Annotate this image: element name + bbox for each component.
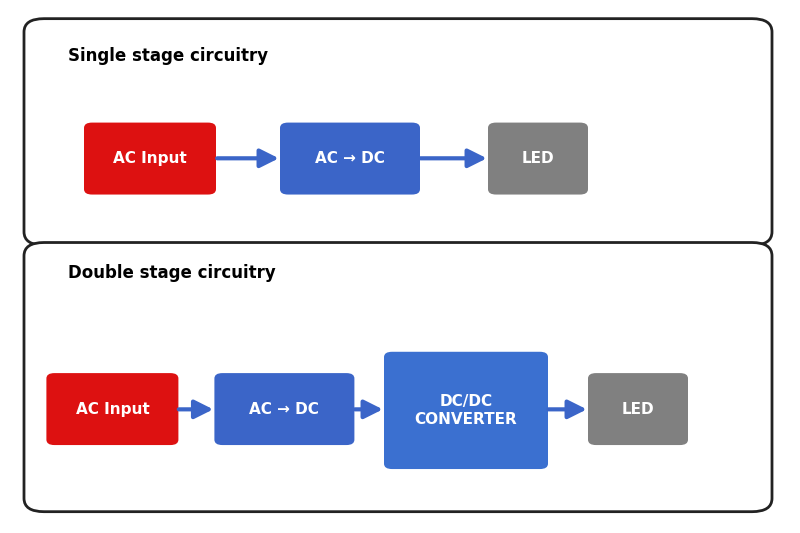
Text: AC → DC: AC → DC [315, 151, 385, 166]
FancyBboxPatch shape [384, 352, 548, 469]
Text: LED: LED [622, 401, 654, 417]
Text: Double stage circuitry: Double stage circuitry [68, 264, 276, 282]
FancyBboxPatch shape [588, 373, 688, 445]
FancyBboxPatch shape [24, 19, 772, 245]
Text: AC Input: AC Input [113, 151, 187, 166]
Text: Single stage circuitry: Single stage circuitry [68, 47, 268, 65]
FancyBboxPatch shape [214, 373, 354, 445]
Text: AC → DC: AC → DC [250, 401, 319, 417]
Text: LED: LED [522, 151, 554, 166]
FancyBboxPatch shape [84, 123, 216, 195]
FancyBboxPatch shape [488, 123, 588, 195]
FancyBboxPatch shape [24, 243, 772, 512]
FancyBboxPatch shape [46, 373, 178, 445]
FancyBboxPatch shape [280, 123, 420, 195]
Text: DC/DC
CONVERTER: DC/DC CONVERTER [414, 393, 518, 427]
Text: AC Input: AC Input [75, 401, 150, 417]
